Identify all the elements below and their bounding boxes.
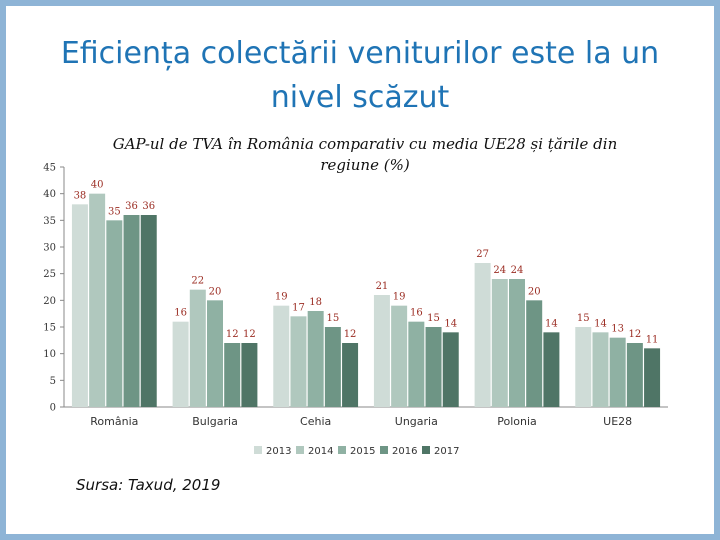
data-label: 24 [493,265,506,276]
data-label: 36 [125,201,138,212]
category-label: Polonia [497,415,537,428]
data-label: 24 [511,265,524,276]
y-tick-label: 15 [43,323,56,334]
source-note: Sursa: Taxud, 2019 [76,476,221,494]
bar-2013 [575,327,592,407]
legend-label: 2013 [266,446,291,457]
y-tick-label: 0 [50,403,56,414]
bar-2017 [241,343,258,407]
data-label: 12 [344,329,357,340]
legend-label: 2017 [434,446,459,457]
data-label: 12 [226,329,239,340]
data-label: 38 [74,190,87,201]
legend-swatch-2017 [422,446,430,454]
bar-2015 [509,279,525,407]
bar-2016 [123,215,140,407]
bar-2015 [609,337,626,407]
legend-swatch-2014 [296,446,304,454]
data-label: 13 [611,324,624,335]
bar-2015 [207,300,223,407]
category-label: România [90,415,138,428]
bar-2014 [189,289,206,407]
data-label: 14 [594,318,607,329]
bar-2013 [172,321,189,407]
data-label: 35 [108,206,121,217]
legend-label: 2016 [392,446,417,457]
data-label: 12 [243,329,256,340]
legend-swatch-2015 [338,446,346,454]
data-label: 36 [142,201,155,212]
bar-2015 [307,311,324,407]
bar-2015 [408,321,425,407]
data-label: 19 [393,292,406,303]
bar-2014 [391,305,408,407]
bar-2014 [89,193,106,407]
bar-2017 [442,332,459,407]
data-label: 21 [376,281,389,292]
bar-2016 [324,327,341,407]
data-label: 17 [292,302,305,313]
bar-2017 [342,343,359,407]
chart-title: GAP-ul de TVA în România comparativ cu m… [112,135,618,174]
legend-label: 2014 [308,446,333,457]
bar-2017 [644,348,661,407]
y-tick-label: 30 [43,243,56,254]
data-label: 19 [275,292,288,303]
bar-2013 [474,263,491,407]
slide-title: Eficiența colectării veniturilor este la… [60,36,660,115]
bar-2016 [425,327,442,407]
data-label: 40 [91,180,104,191]
data-label: 14 [545,318,558,329]
bar-2013 [71,204,88,407]
category-label: Bulgaria [192,415,238,428]
category-label: Ungaria [395,415,438,428]
data-label: 16 [174,308,187,319]
bar-2014 [592,332,609,407]
bar-2014 [491,279,508,407]
y-tick-label: 5 [50,376,56,387]
bar-2013 [373,295,390,407]
y-tick-label: 35 [43,216,56,227]
category-label: Cehia [300,415,331,428]
legend-swatch-2016 [380,446,388,454]
data-label: 15 [326,313,339,324]
data-label: 16 [410,308,423,319]
data-label: 20 [209,286,222,297]
bar-2013 [273,305,290,407]
data-label: 15 [427,313,440,324]
bar-2016 [526,300,543,407]
bar-2014 [290,316,307,407]
legend-swatch-2013 [254,446,262,454]
data-label: 27 [476,249,489,260]
y-tick-label: 10 [43,349,56,360]
category-label: UE28 [603,415,632,428]
data-label: 12 [628,329,641,340]
data-label: 20 [528,286,541,297]
data-label: 22 [191,276,204,287]
legend-label: 2015 [350,446,375,457]
bar-2016 [626,343,643,407]
bar-2017 [140,215,157,407]
bar-2016 [224,343,241,407]
bar-2017 [543,332,560,407]
data-label: 18 [309,297,322,308]
data-label: 11 [646,334,659,345]
y-tick-label: 20 [43,296,56,307]
y-tick-label: 40 [43,189,56,200]
bar-2015 [106,220,123,407]
data-label: 15 [577,313,590,324]
y-tick-label: 25 [43,269,56,280]
y-tick-label: 45 [43,163,56,174]
data-label: 14 [444,318,457,329]
